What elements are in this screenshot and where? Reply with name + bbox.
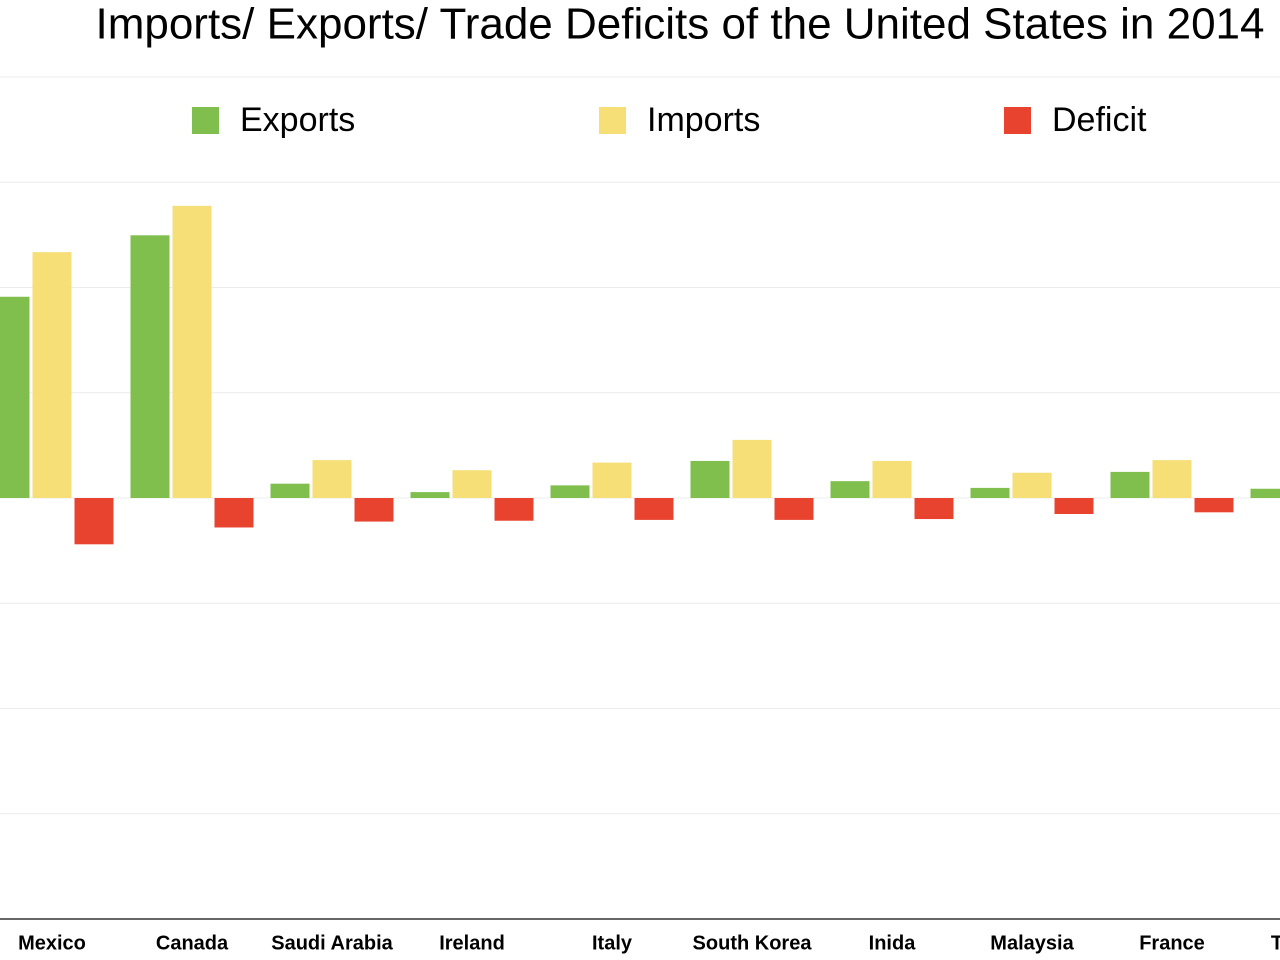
bar [690, 460, 730, 498]
chart-title: Imports/ Exports/ Trade Deficits of the … [95, 0, 1264, 49]
legend-swatch [1004, 107, 1031, 134]
bar [494, 498, 534, 521]
x-tick-label: France [1139, 932, 1205, 954]
bar [970, 487, 1010, 498]
bar [354, 498, 394, 522]
bar [550, 485, 590, 498]
x-tick-label: Thailand [1271, 932, 1280, 954]
bar [774, 498, 814, 520]
bar [1054, 498, 1094, 514]
bar [634, 498, 674, 520]
bar [1012, 472, 1052, 498]
x-tick-label: Mexico [18, 932, 86, 954]
bar [872, 460, 912, 498]
bar [1110, 471, 1150, 498]
x-tick-label: Ireland [439, 932, 505, 954]
bar [214, 498, 254, 528]
bar [74, 498, 114, 545]
bar [270, 483, 310, 498]
legend-label: Imports [647, 101, 760, 139]
legend-swatch [599, 107, 626, 134]
bar [0, 296, 30, 498]
x-tick-label: Canada [156, 932, 229, 954]
bar [410, 492, 450, 498]
x-tick-label: Malaysia [990, 932, 1074, 954]
legend-swatch [192, 107, 219, 134]
bar [732, 439, 772, 498]
legend-label: Deficit [1052, 101, 1147, 139]
bar [452, 470, 492, 498]
bar [592, 462, 632, 498]
bar [312, 460, 352, 498]
x-tick-label: Saudi Arabia [271, 932, 393, 954]
bar [32, 252, 72, 498]
x-tick-label: South Korea [693, 932, 813, 954]
bar [1250, 488, 1280, 498]
x-tick-label: Italy [592, 932, 633, 954]
bar [130, 235, 170, 498]
bar [1152, 460, 1192, 498]
bar [172, 205, 212, 499]
x-tick-label: Inida [869, 932, 917, 954]
bar [914, 498, 954, 520]
legend-label: Exports [240, 101, 355, 139]
bar [1194, 498, 1234, 513]
bar [830, 481, 870, 498]
